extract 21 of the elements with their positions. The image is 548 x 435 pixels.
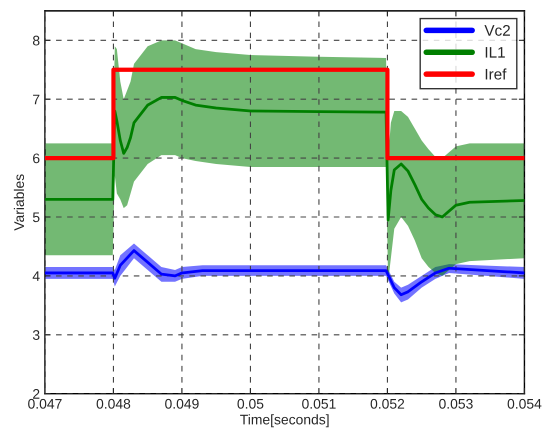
x-axis-title: Time[seconds] bbox=[240, 414, 329, 428]
y-tick-label: 7 bbox=[33, 94, 40, 104]
x-tick-label: 0.054 bbox=[508, 398, 542, 409]
x-tick-label: 0.047 bbox=[28, 398, 62, 409]
y-tick-label: 5 bbox=[32, 212, 40, 222]
y-tick-label: 8 bbox=[32, 36, 40, 46]
y-tick-label: 2 bbox=[33, 389, 40, 399]
y-tick-label: 6 bbox=[33, 153, 40, 164]
legend-label: IL1 bbox=[486, 47, 505, 58]
x-tick-label: 0.053 bbox=[439, 398, 473, 409]
x-tick-label: 0.048 bbox=[96, 398, 130, 409]
y-tick-label: 3 bbox=[32, 330, 40, 340]
y-axis-title: Variables bbox=[14, 174, 24, 231]
x-tick-label: 0.051 bbox=[302, 398, 336, 409]
x-tick-label: 0.05 bbox=[237, 398, 264, 409]
x-tick-label: 0.052 bbox=[370, 398, 404, 409]
x-tick-label: 0.049 bbox=[165, 398, 199, 409]
legend-label: Iref bbox=[486, 68, 506, 80]
y-tick-label: 4 bbox=[32, 271, 40, 281]
line-series bbox=[44, 249, 524, 296]
legend-label: Vc2 bbox=[484, 25, 510, 36]
